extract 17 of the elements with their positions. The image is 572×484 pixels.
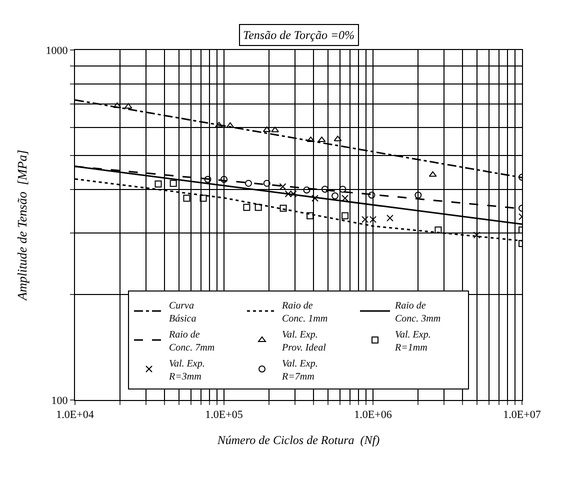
x-tick-label: 1.0E+05 (205, 409, 244, 422)
legend-label: Val. Exp. R=7mm (281, 358, 318, 382)
y-tick-label: 1000 (46, 44, 68, 57)
legend-label: Curva Básica (169, 300, 196, 324)
x-tick-label: 1.0E+07 (503, 409, 542, 422)
x-tick-label: 1.0E+04 (56, 409, 94, 422)
y-tick-label: 100 (51, 394, 68, 407)
x-tick-label: 1.0E+06 (354, 409, 392, 422)
legend-label: Raio de Conc. 3mm (394, 300, 441, 324)
chart-title: Tensão de Torção =0% (243, 28, 355, 42)
legend-label: Val. Exp. R=3mm (168, 358, 205, 382)
legend-label: Val. Exp. R=1mm (394, 329, 431, 354)
y-axis-title: Amplitude de Tensão [MPa] (14, 150, 30, 302)
legend-label: Raio de Conc. 7mm (168, 329, 215, 354)
legend-label: Val. Exp. Prov. Ideal (281, 329, 326, 354)
x-axis-title: Número de Ciclos de Rotura (Nf) (216, 433, 380, 448)
legend-label: Raio de Conc. 1mm (281, 300, 328, 324)
